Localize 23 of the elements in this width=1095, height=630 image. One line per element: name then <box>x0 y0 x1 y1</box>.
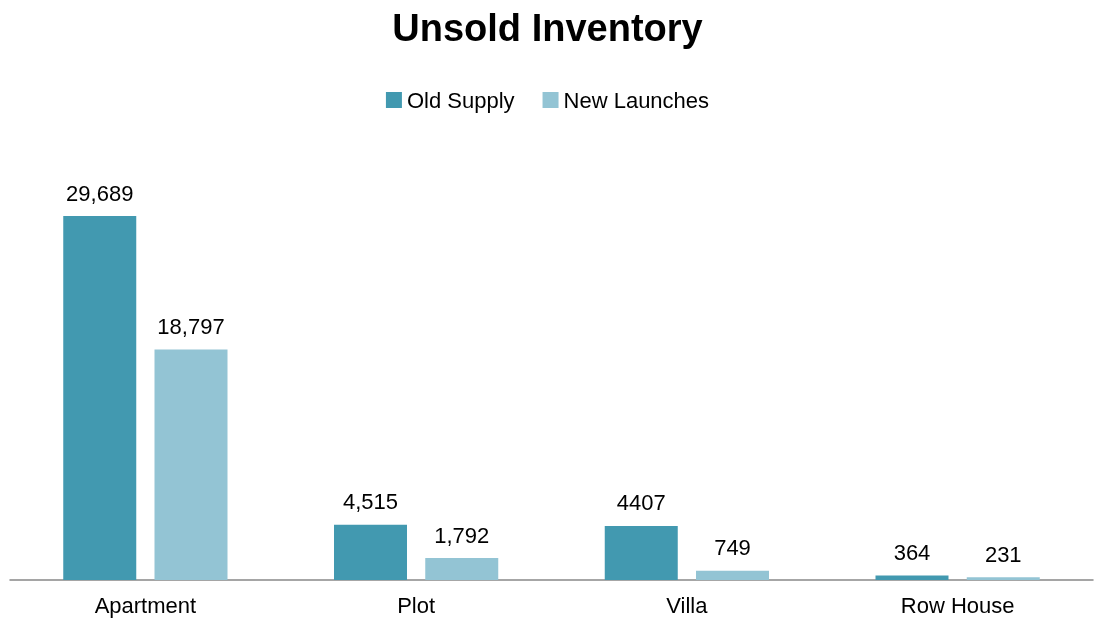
data-label: 4,515 <box>342 489 399 515</box>
x-tick-label: Apartment <box>94 592 197 618</box>
bar <box>63 216 137 580</box>
legend-label: New Launches <box>563 87 710 113</box>
bar <box>154 349 228 580</box>
data-label: 749 <box>714 535 751 561</box>
data-label: 364 <box>893 540 931 566</box>
chart-title: Unsold Inventory <box>392 7 703 49</box>
data-label: 18,797 <box>157 314 225 340</box>
bar <box>875 575 949 580</box>
bar <box>966 577 1040 580</box>
data-label: 1,792 <box>434 522 490 548</box>
x-tick-label: Plot <box>397 592 436 618</box>
data-label: 29,689 <box>66 180 134 206</box>
bar <box>425 558 499 580</box>
bar <box>604 525 678 580</box>
x-tick-label: Villa <box>666 592 709 618</box>
data-label: 4407 <box>616 490 666 516</box>
data-label: 231 <box>984 541 1022 567</box>
legend-label: Old Supply <box>406 87 515 113</box>
bar <box>696 570 769 580</box>
x-tick-label: Row House <box>900 592 1015 618</box>
bar <box>334 524 407 580</box>
